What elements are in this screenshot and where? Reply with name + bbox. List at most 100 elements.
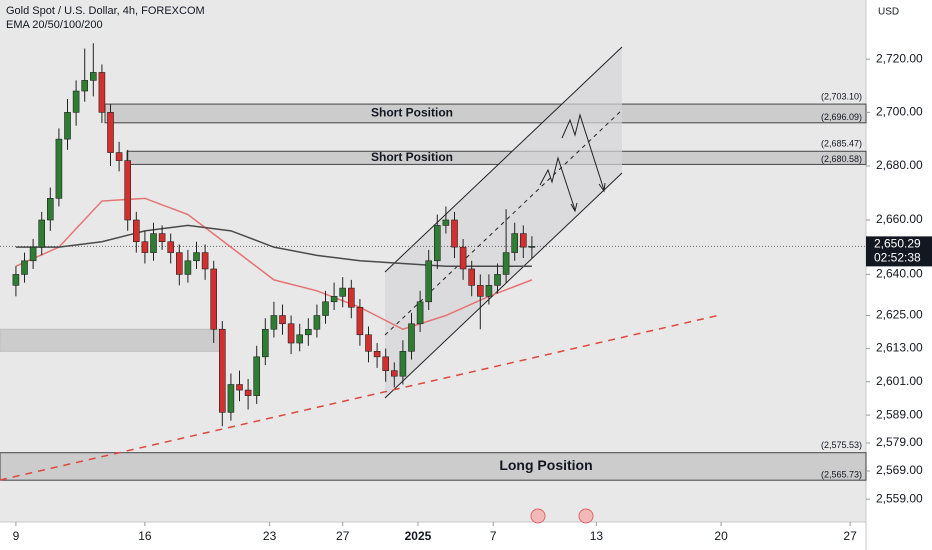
candle-body [184, 260, 192, 275]
currency: USD [878, 7, 899, 18]
zone [126, 150, 867, 165]
zone-price-label: (2,685.47) [821, 139, 862, 149]
candle-body [219, 328, 226, 413]
candle-body [442, 219, 450, 226]
y-tick-label: 2,559.00 [876, 491, 923, 505]
last-price-label: 2,650.29 [874, 237, 921, 251]
candle-body [305, 328, 312, 336]
candle-body [494, 274, 501, 286]
zone-label: Long Position [499, 457, 592, 473]
y-tick-label: 2,579.00 [876, 435, 923, 449]
x-tick-label: 23 [263, 529, 277, 543]
zone-label: Short Position [371, 150, 453, 164]
candle-body [330, 296, 338, 303]
candle-body [287, 323, 295, 344]
candle-body [167, 241, 175, 253]
candle-body [511, 233, 518, 253]
candle-body [279, 315, 286, 325]
event-icon[interactable] [530, 508, 546, 524]
zone [104, 103, 867, 124]
candle-body [356, 306, 364, 336]
candle-body [55, 138, 63, 199]
zone [0, 328, 225, 352]
candle-body [133, 219, 140, 243]
candle-body [451, 219, 458, 248]
candle-body [115, 152, 123, 161]
x-tick-label: 9 [13, 529, 20, 543]
candle-body [141, 241, 149, 253]
candle-body [502, 252, 510, 275]
ema-line [15, 197, 533, 331]
candle-body [12, 274, 20, 286]
candle-body [313, 315, 321, 330]
candle-body [107, 112, 114, 153]
trend-line [0, 314, 721, 481]
y-tick-label: 2,720.00 [876, 51, 923, 65]
y-tick-label: 2,569.00 [876, 463, 923, 477]
candle-body [244, 389, 252, 396]
ema-line [15, 224, 532, 267]
y-tick-label: 2,589.00 [876, 407, 923, 421]
zone-label: Short Position [371, 106, 453, 120]
candle-body [38, 219, 46, 248]
y-tick-label: 2,660.00 [876, 212, 923, 226]
candle-body [391, 370, 398, 377]
arrow-head [598, 182, 606, 193]
candle-body [373, 351, 381, 358]
candle-body [176, 252, 183, 275]
zone-price-label: (2,680.58) [821, 154, 862, 164]
y-tick-label: 2,680.00 [876, 158, 923, 172]
zone [0, 452, 867, 481]
y-tick-label: 2,700.00 [876, 105, 923, 119]
y-tick-label: 2,601.00 [876, 374, 923, 388]
time-axis [0, 522, 866, 550]
last-price-box [866, 236, 932, 267]
event-icon[interactable] [578, 508, 594, 524]
projection-arrow [539, 156, 576, 211]
candle-body [29, 246, 37, 262]
candle-body [21, 260, 28, 275]
zone-price-label: (2,575.53) [821, 440, 862, 450]
zone-price-label: (2,696.09) [821, 112, 862, 122]
chart-title: Gold Spot / U.S. Dollar, 4h, FOREXCOM [6, 5, 205, 17]
channel-line [384, 46, 623, 273]
x-tick-label: 27 [843, 529, 857, 543]
y-tick-label: 2,640.00 [876, 267, 923, 281]
x-tick-label: 7 [490, 529, 497, 543]
candle-body [468, 268, 475, 286]
candle-body [425, 260, 433, 303]
x-tick-label: 2025 [405, 529, 432, 543]
candle-body [528, 246, 536, 248]
candle-body [322, 301, 329, 316]
candle-body [227, 384, 235, 413]
arrow-head [570, 202, 578, 213]
candle-body [72, 90, 80, 113]
candle-body [459, 246, 467, 270]
projection-arrow [561, 113, 605, 191]
candle-body [365, 334, 372, 352]
candle-body [210, 268, 218, 330]
candle-body [47, 198, 54, 221]
candle-body [90, 72, 97, 81]
price-axis [866, 0, 932, 550]
candle-body [64, 112, 71, 140]
candle-body [158, 233, 166, 243]
x-tick-label: 20 [714, 529, 728, 543]
candle-body [262, 328, 269, 358]
zone-price-label: (2,565.73) [821, 470, 862, 480]
candle-body [81, 80, 89, 92]
candle-body [408, 323, 415, 352]
candle-body [339, 287, 347, 297]
candle-body [253, 356, 261, 396]
candle-body [382, 356, 390, 371]
y-tick-label: 2,613.00 [876, 341, 923, 355]
candle-body [201, 252, 209, 270]
candle-body [399, 351, 407, 377]
candle-body [433, 225, 441, 262]
candle-body [270, 315, 278, 330]
zone-price-label: (2,703.10) [821, 91, 862, 101]
indicator-legend: EMA 20/50/100/200 [6, 19, 103, 31]
candle-body [124, 160, 132, 221]
